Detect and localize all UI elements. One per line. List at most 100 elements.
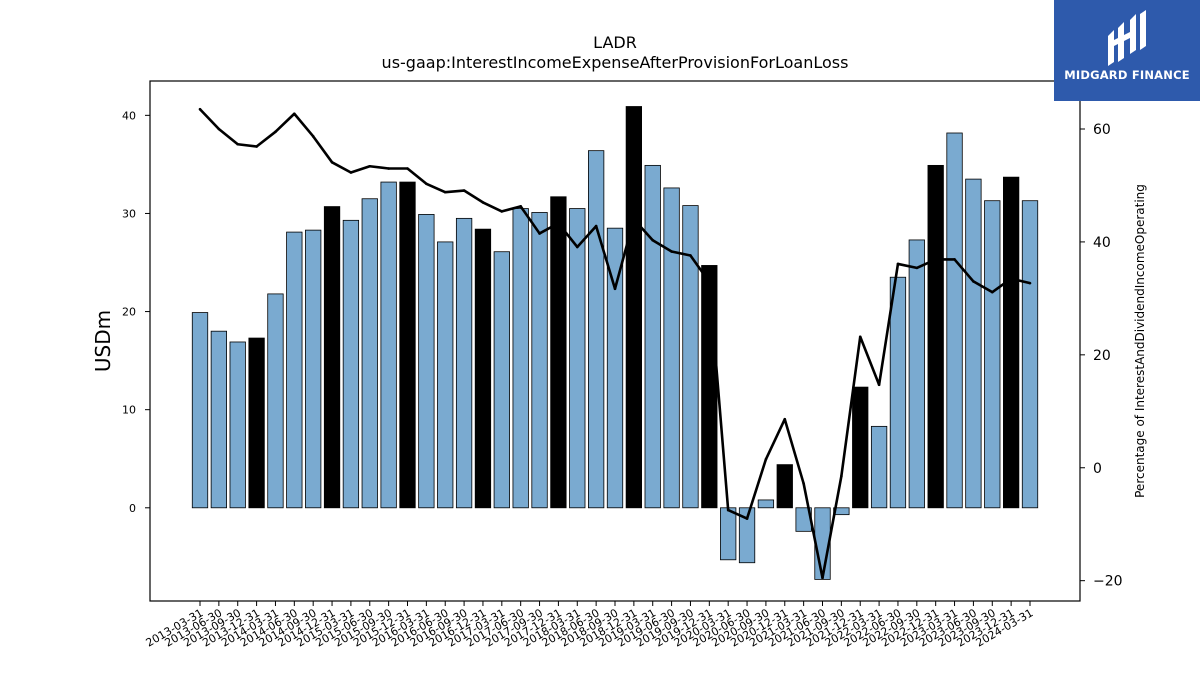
line-point-2021-09-30 [840,474,843,478]
bar-2013-12-31 [248,337,265,509]
bar-2014-06-30 [286,231,303,509]
bar-2020-03-31 [720,507,737,561]
bar-2016-12-31 [474,228,492,509]
chart-subtitle: us-gaap:InterestIncomeExpenseAfterProvis… [382,53,849,72]
line-point-2017-09-30 [538,232,541,235]
bar-2023-09-30 [984,200,1001,509]
line-point-2014-03-31 [274,130,277,134]
y-tick-label-10: 10 [122,404,136,417]
bar-2013-09-30 [229,341,246,509]
bar-2015-03-31 [342,219,360,509]
bar-2018-06-30 [588,150,605,509]
line-point-2015-06-30 [368,164,372,168]
bar-2017-03-31 [493,251,510,509]
line-point-2017-12-31 [557,221,560,225]
bar-2014-12-31 [323,206,341,509]
bar-2021-12-31 [852,386,869,509]
line-point-2015-09-30 [387,167,390,170]
y2-tick-label--20: −20 [1093,574,1123,590]
y-tick-label-0: 0 [129,502,136,515]
logo-text: MIDGARD FINANCE [1064,68,1190,82]
y2-tick-label-0: 0 [1093,461,1102,477]
bar-2015-09-30 [380,181,397,509]
y2-axis-label: Percentage of InterestAndDividendIncomeO… [1133,184,1147,498]
line-point-2020-06-30 [745,517,749,520]
line-point-2021-06-30 [821,576,824,580]
line-point-2016-09-30 [462,189,466,192]
bar-2019-03-31 [644,164,661,509]
line-point-2023-03-31 [953,258,956,261]
bar-2016-09-30 [455,217,473,509]
line-point-2019-09-30 [689,254,692,257]
line-point-2023-06-30 [972,280,975,283]
bar-2022-12-31 [927,164,944,509]
line-point-2019-06-30 [670,250,673,253]
y-tick-label-20: 20 [122,306,136,319]
line-point-2022-06-30 [896,262,900,266]
y2-tick-label-40: 40 [1093,235,1111,251]
line-point-2024-03-31 [1028,281,1032,285]
line-point-2022-03-31 [877,383,881,387]
line-point-2023-12-31 [1009,277,1013,280]
bar-2017-12-31 [550,196,567,509]
y2-tick-label-20: 20 [1093,348,1111,364]
line-point-2020-03-31 [726,508,730,512]
y-axis-label: USDm [91,310,115,372]
line-point-2018-03-31 [575,245,579,249]
line-point-2013-09-30 [236,142,240,146]
bars-layer [191,106,1039,580]
line-point-2016-06-30 [443,190,447,194]
line-point-2021-12-31 [858,335,862,339]
line-point-2014-06-30 [293,112,296,116]
bar-2022-03-31 [870,425,888,509]
bar-2016-03-31 [418,214,435,509]
bar-2020-06-30 [738,507,756,564]
bar-2015-12-31 [399,181,416,509]
line-point-2013-12-31 [255,145,258,148]
line-point-2018-06-30 [594,224,598,228]
logo-mark-icon [1108,10,1146,66]
bar-2020-09-30 [757,499,775,509]
line-point-2014-12-31 [330,161,334,164]
line-point-2019-12-31 [708,280,711,284]
line-point-2020-09-30 [764,457,768,461]
bar-2019-09-30 [682,205,699,509]
line-point-2019-03-31 [651,238,655,242]
bar-2014-03-31 [267,293,284,509]
line-point-2018-09-30 [613,287,617,291]
bar-2013-06-30 [210,330,228,509]
brand-logo: MIDGARD FINANCE [1054,0,1200,101]
line-point-2015-03-31 [349,171,353,174]
line-point-2020-12-31 [783,417,787,421]
y-axis-left: 0 10 20 30 40 [122,109,150,515]
y-axis-right: −20 0 20 40 60 [1080,122,1123,590]
y-tick-label-30: 30 [122,207,136,220]
bar-2017-09-30 [531,212,548,509]
bar-2024-03-31 [1021,200,1039,509]
bar-2023-06-30 [965,178,982,509]
line-point-2021-03-31 [802,482,805,485]
line-point-2015-12-31 [406,167,409,170]
bar-2019-06-30 [663,187,680,509]
line-point-2017-06-30 [519,205,522,208]
bar-2015-06-30 [361,198,378,509]
line-point-2016-03-31 [425,182,428,186]
line-point-2016-12-31 [481,201,485,204]
line-point-2023-09-30 [990,290,994,294]
line-point-2017-03-31 [500,210,504,213]
bar-2017-06-30 [512,208,529,509]
y2-tick-label-60: 60 [1093,122,1111,138]
line-point-2013-06-30 [217,127,221,131]
x-axis: 2013-03-312013-06-302013-09-302013-12-31… [144,601,1036,650]
bar-2022-06-30 [889,276,907,509]
bar-2016-06-30 [437,241,454,509]
bar-2013-03-31 [191,312,209,509]
bar-2023-12-31 [1003,176,1020,509]
chart-title: LADR [593,33,637,52]
line-point-2013-03-31 [198,107,202,111]
line-point-2018-12-31 [632,218,636,221]
bar-2020-12-31 [776,464,793,509]
bar-2018-09-30 [606,227,624,509]
bar-2018-03-31 [569,208,586,509]
line-layer [198,107,1032,580]
